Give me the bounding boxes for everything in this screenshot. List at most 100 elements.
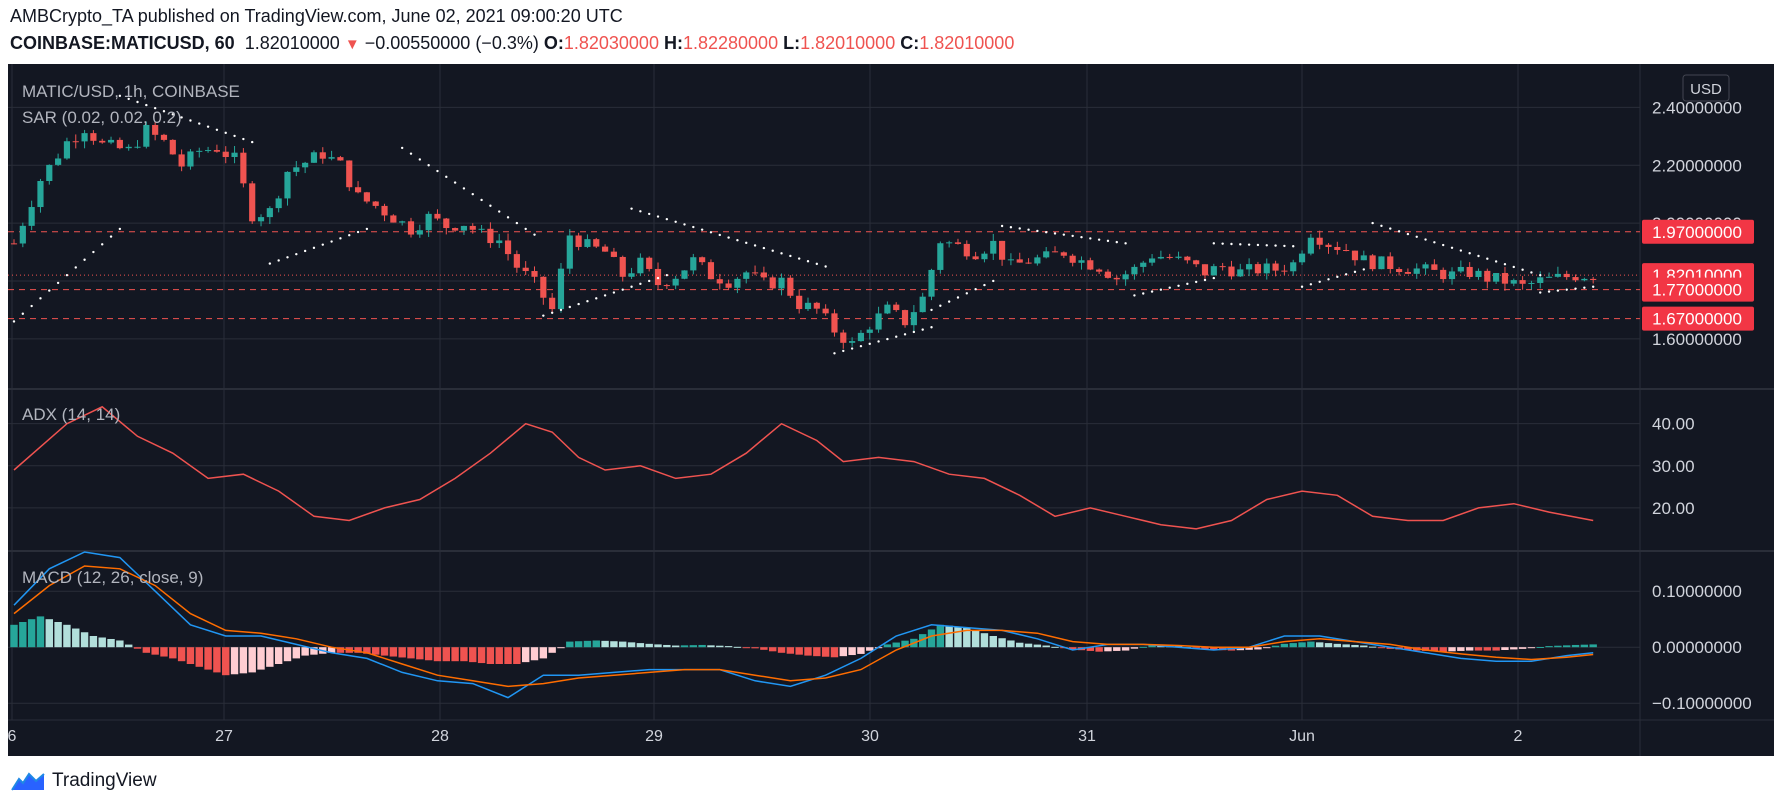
macd-histogram-bar (1474, 647, 1483, 651)
macd-histogram-bar (901, 640, 909, 648)
sar-dot (1512, 265, 1515, 269)
macd-pane[interactable] (10, 551, 1597, 699)
candle-body (1290, 262, 1297, 272)
macd-histogram-bar (1104, 647, 1112, 652)
candle-body (513, 254, 520, 268)
time-axis[interactable]: 6 27 28 29 30 31 Jun 2 (8, 728, 1523, 745)
sar-dot (1036, 229, 1039, 233)
macd-histogram-bar (707, 645, 715, 648)
macd-histogram-bar (1333, 643, 1342, 648)
candle-body (37, 181, 44, 208)
candle-body (1025, 262, 1032, 264)
candle-body (575, 235, 582, 247)
sar-dot (683, 223, 686, 226)
sar-dot (145, 103, 148, 107)
macd-histogram-bar (530, 647, 539, 661)
candle-body (619, 256, 626, 277)
sar-dot (1212, 276, 1216, 280)
macd-histogram-bar (72, 628, 80, 648)
sar-dot (771, 249, 774, 252)
candle-body (249, 183, 256, 222)
candle-body (919, 296, 926, 313)
candle-body (399, 221, 406, 223)
candle-body (390, 215, 397, 223)
sar-dot (171, 113, 174, 116)
candle-body (337, 157, 344, 161)
candle-body (1510, 280, 1517, 284)
macd-histogram-bar (1042, 645, 1050, 648)
macd-histogram-bar (645, 643, 653, 648)
candle-body (1457, 266, 1464, 272)
macd-histogram-bar (477, 647, 486, 664)
candle-body (946, 242, 953, 244)
macd-histogram-bar (627, 642, 636, 648)
macd-histogram-bar (1589, 644, 1597, 648)
macd-histogram-bar (1271, 645, 1280, 648)
price-axis[interactable]: 2.400000002.200000002.000000001.80000000… (1642, 98, 1754, 713)
macd-histogram-bar (1033, 644, 1042, 648)
sar-dot (550, 311, 554, 314)
macd-histogram-bar (107, 638, 115, 648)
candle-body (637, 257, 644, 274)
macd-histogram-bar (513, 647, 521, 664)
price-change: −0.00550000 (−0.3%) (364, 33, 539, 53)
sar-dot (648, 212, 651, 216)
macd-histogram-bar (1245, 647, 1253, 650)
candle-body (460, 225, 468, 231)
sar-dot (727, 236, 730, 239)
macd-histogram-bar (857, 647, 865, 654)
sar-dot (1053, 232, 1057, 235)
candle-body (434, 213, 441, 219)
candle-body (504, 240, 512, 255)
candle-body (1254, 264, 1262, 274)
candle-body (1590, 278, 1597, 280)
macd-histogram-bar (1351, 644, 1359, 648)
adx-pane[interactable] (13, 405, 1594, 530)
macd-histogram-bar (839, 647, 847, 657)
candle-body (1157, 256, 1164, 259)
macd-histogram-bar (54, 622, 62, 648)
macd-histogram-bar (1404, 647, 1412, 650)
sar-dot (542, 314, 545, 317)
candle-body (1140, 262, 1147, 267)
macd-histogram-bar (195, 647, 203, 667)
sar-dot (1256, 243, 1260, 247)
candle-body (725, 283, 732, 288)
candle-body (107, 139, 115, 143)
footer-brand[interactable]: TradingView (10, 770, 157, 792)
sar-dot (639, 282, 642, 286)
candle-body (310, 152, 318, 163)
macd-histogram-bar (1527, 647, 1536, 649)
sar-dot (189, 119, 192, 122)
price-pane[interactable] (8, 94, 1640, 355)
sar-dot (762, 246, 766, 250)
macd-histogram-bar (486, 647, 495, 664)
macd-histogram-bar (1368, 646, 1377, 648)
candle-body (1378, 256, 1385, 270)
macd-histogram-bar (433, 647, 442, 662)
candle-body (1043, 251, 1050, 258)
sar-dot (736, 239, 739, 242)
candle-body (381, 205, 388, 216)
sar-dot (286, 256, 289, 259)
sar-dot (409, 152, 413, 155)
sar-dot (603, 294, 607, 297)
sar-dot (277, 259, 280, 262)
macd-histogram-bar (813, 647, 821, 657)
main-pane-title: MATIC/USD, 1h, COINBASE (22, 82, 240, 101)
candle-body (1413, 268, 1420, 274)
sar-dot (586, 300, 589, 303)
candle-body (1298, 253, 1306, 263)
macd-histogram-bar (45, 619, 53, 648)
candle-body (822, 308, 829, 314)
candle-body (1334, 247, 1341, 251)
macd-histogram-bar (733, 646, 742, 648)
sar-dot (700, 228, 704, 231)
candle-body (99, 140, 106, 143)
price-label-text: 1.67000000 (1652, 310, 1742, 329)
macd-histogram-bar (204, 647, 212, 670)
currency-button[interactable] (1682, 74, 1730, 102)
candle-body (1316, 237, 1323, 245)
candle-body (213, 150, 220, 152)
